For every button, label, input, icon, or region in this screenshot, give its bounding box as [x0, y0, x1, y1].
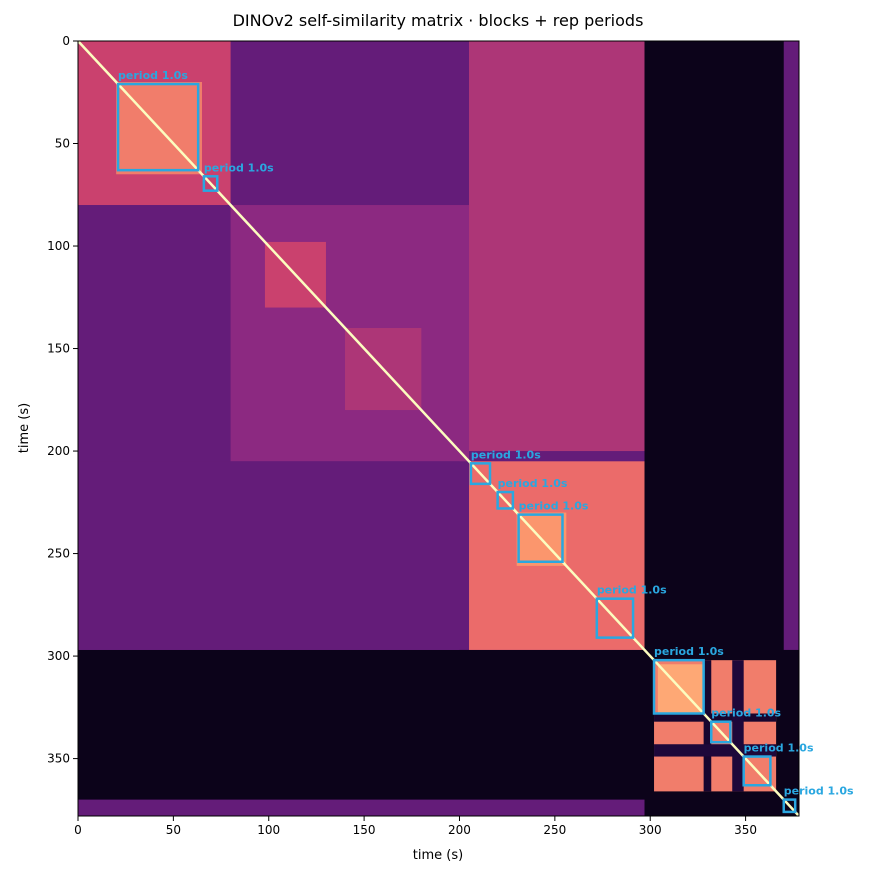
- y-tick-label: 150: [47, 342, 70, 356]
- heat-cell: [78, 461, 460, 650]
- x-axis-label: time (s): [413, 848, 463, 863]
- period-label: period 1.0s: [654, 645, 724, 658]
- plot-frame: [77, 40, 800, 817]
- y-tick-label: 0: [62, 34, 70, 48]
- y-tick-label: 100: [47, 239, 70, 253]
- x-tick-label: 350: [734, 823, 757, 837]
- heat-cell: [654, 744, 777, 757]
- heat-cell: [654, 713, 777, 722]
- y-tick-label: 250: [47, 547, 70, 561]
- heat-cell: [732, 660, 744, 792]
- period-box: [469, 462, 492, 486]
- period-box: [116, 82, 200, 172]
- period-box: [710, 720, 732, 744]
- period-label: period 1.0s: [744, 742, 814, 755]
- period-label: period 1.0s: [597, 584, 667, 597]
- period-label: period 1.0s: [519, 500, 589, 513]
- period-label: period 1.0s: [204, 161, 274, 174]
- heat-cell: [703, 660, 712, 792]
- x-tick-label: 250: [543, 823, 566, 837]
- y-tick-label: 200: [47, 444, 70, 458]
- period-box: [742, 755, 772, 787]
- period-box: [517, 513, 564, 564]
- heat-cell: [78, 799, 645, 816]
- period-label: period 1.0s: [498, 477, 568, 490]
- y-tick-label: 50: [55, 137, 70, 151]
- y-axis-label: time (s): [17, 403, 32, 453]
- y-tick-label: 300: [47, 649, 70, 663]
- period-box: [496, 490, 515, 510]
- x-tick-label: 200: [448, 823, 471, 837]
- heat-cell: [469, 41, 645, 452]
- period-box: [652, 658, 705, 715]
- heat-cell: [783, 41, 799, 650]
- period-box: [595, 597, 635, 639]
- y-tick-label: 350: [47, 752, 70, 766]
- plot-area: [78, 41, 799, 816]
- period-box: [202, 175, 219, 192]
- period-label: period 1.0s: [784, 785, 854, 798]
- chart-title: DINOv2 self-similarity matrix · blocks +…: [233, 11, 644, 30]
- x-tick-label: 150: [353, 823, 376, 837]
- period-label: period 1.0s: [471, 448, 541, 461]
- x-tick-label: 0: [74, 823, 82, 837]
- x-tick-label: 100: [257, 823, 280, 837]
- x-tick-label: 50: [166, 823, 181, 837]
- period-label: period 1.0s: [118, 69, 188, 82]
- x-tick-label: 300: [639, 823, 662, 837]
- period-label: period 1.0s: [711, 707, 781, 720]
- period-box: [782, 798, 797, 814]
